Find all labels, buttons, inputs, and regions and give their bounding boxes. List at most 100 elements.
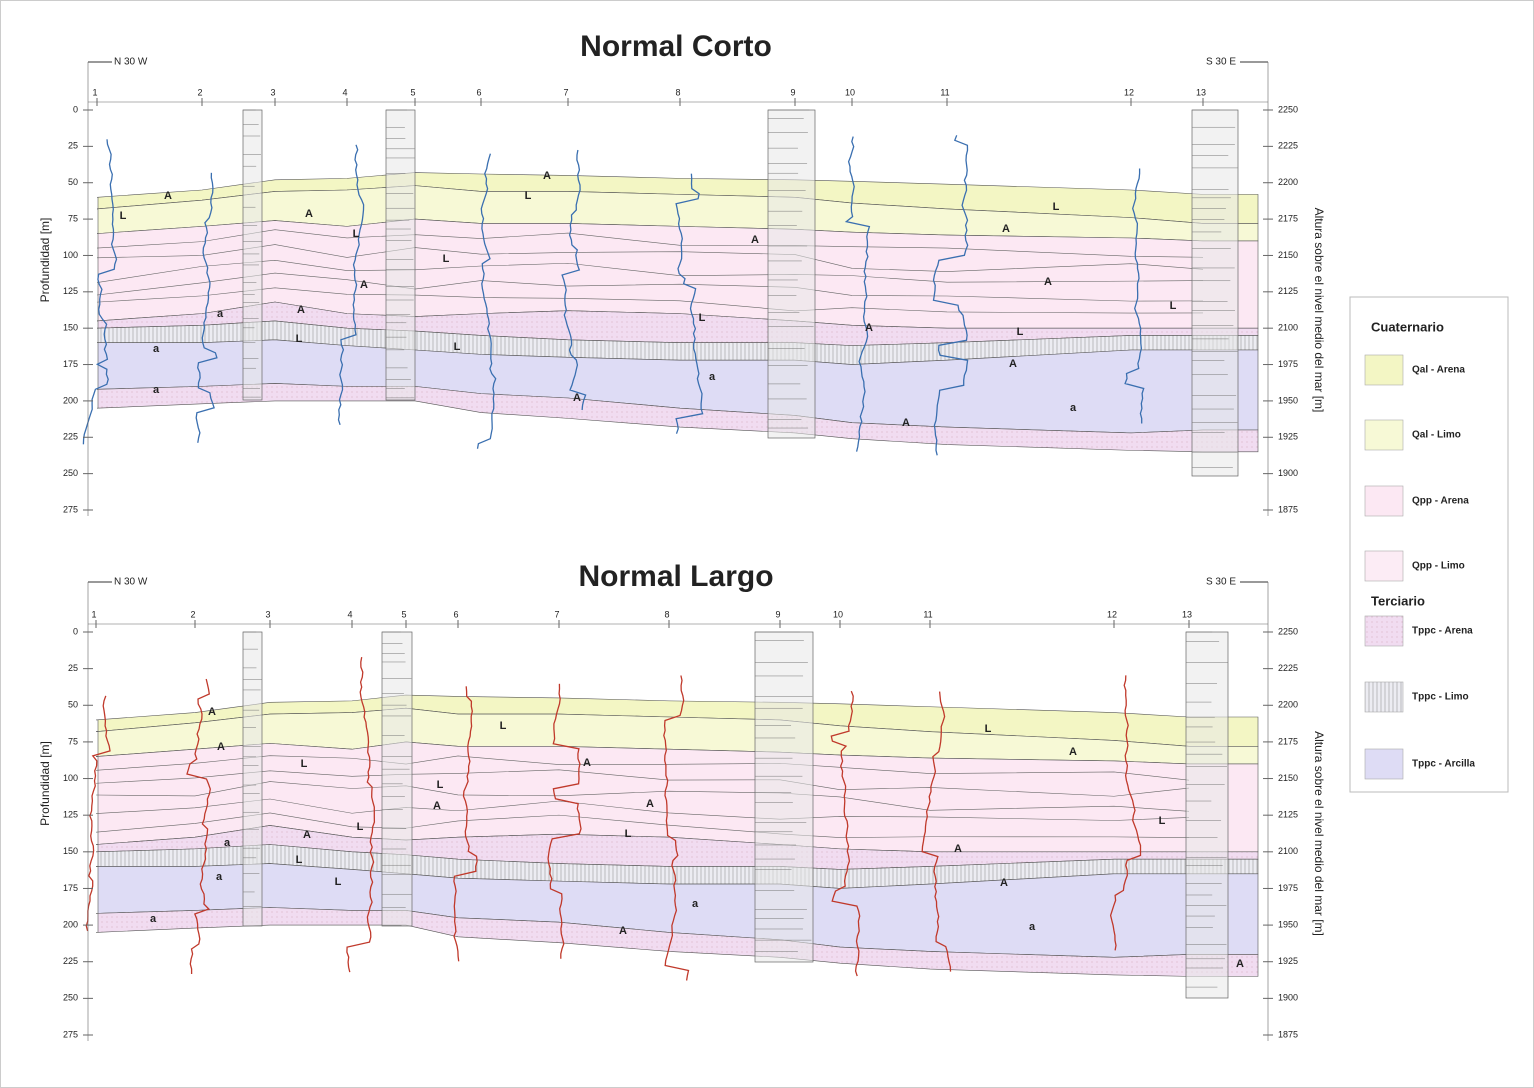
lithology-column [767,109,816,439]
depth-tick-label: 100 [63,250,78,260]
well-label: 3 [265,609,270,619]
elevation-tick-label: 2175 [1278,213,1298,223]
depth-tick-label: 75 [68,736,78,746]
well-label: 5 [410,87,415,97]
layer-label: A [573,392,581,404]
legend-label: Tppc - Limo [1412,692,1469,703]
layer-label: a [150,913,157,925]
elevation-tick-label: 1950 [1278,395,1298,405]
layer-label: A [751,234,759,246]
elevation-tick-label: 2200 [1278,177,1298,187]
depth-tick-label: 250 [63,468,78,478]
layer-label: L [335,876,342,888]
depth-tick-label: 225 [63,956,78,966]
layer-label: a [216,871,223,883]
depth-tick-label: 25 [68,141,78,151]
depth-tick-label: 175 [63,359,78,369]
layer-label: a [709,371,716,383]
layer-label: L [120,210,127,222]
resistivity-log [337,144,365,425]
layer-label: L [1017,326,1024,338]
elevation-tick-label: 1875 [1278,504,1298,514]
well-label: 9 [790,87,795,97]
well-label: 6 [453,609,458,619]
legend: Cuaternario Qal - Arena Qal - Limo Qpp - Ar… [1349,296,1509,793]
layer-line [96,244,1204,272]
elevation-tick-label: 2225 [1278,663,1298,673]
well-label: 6 [476,87,481,97]
layer-label: a [153,343,160,355]
layer-label: a [1070,402,1077,414]
elevation-tick-label: 1975 [1278,883,1298,893]
depth-tick-label: 0 [73,104,78,114]
well-label: 7 [554,609,559,619]
well-label: 4 [342,87,347,97]
resistivity-log [195,172,218,443]
well-label: 13 [1196,87,1206,97]
y-axis-label: Profundidad [m] [38,218,52,303]
layer-label: L [500,720,507,732]
lithology-column [385,109,416,401]
layer-label: L [625,828,632,840]
elevation-tick-label: 2200 [1278,700,1298,710]
y2-axis-label: Altura sobre el nivel medio del mar [m] [1312,208,1326,413]
layer-line [95,798,1190,821]
lithology-column [381,631,413,927]
resistivity-log [921,691,952,972]
depth-tick-label: 150 [63,323,78,333]
well-label: 12 [1107,609,1117,619]
layer-line [95,812,1190,838]
panel-title: Normal Largo [578,560,773,593]
layer-label: A [1044,276,1052,288]
elevation-tick-label: 2225 [1278,141,1298,151]
legend-swatch [1364,419,1404,451]
depth-tick-label: 200 [63,395,78,405]
layer-label: A [543,170,551,182]
depth-tick-label: 150 [63,846,78,856]
elevation-tick-label: 1875 [1278,1029,1298,1039]
lithology-column [1185,631,1229,999]
layer-label: L [353,228,360,240]
resistivity-log [561,149,587,411]
depth-tick-label: 50 [68,700,78,710]
depth-tick-label: 275 [63,504,78,514]
layer-label: A [1000,877,1008,889]
layer-label: a [1029,921,1036,933]
elevation-tick-label: 1900 [1278,468,1298,478]
direction-label: S 30 E [1206,577,1236,588]
layer-line [95,755,1190,781]
depth-tick-label: 275 [63,1029,78,1039]
panel-title: Normal Corto [580,30,772,63]
depth-tick-label: 125 [63,286,78,296]
layer-label: A [1002,223,1010,235]
well-label: 8 [675,87,680,97]
layer-label: A [360,279,368,291]
layer-label: A [164,190,172,202]
resistivity-log [476,153,497,449]
elevation-tick-label: 1950 [1278,919,1298,929]
lithology-column [242,109,263,401]
legend-label: Qal - Arena [1412,365,1465,376]
legend-swatch [1364,681,1404,713]
layer-label: a [153,384,160,396]
resistivity-log [82,139,118,445]
layer-label: L [525,190,532,202]
lithology-column [242,631,263,927]
resistivity-log [346,656,376,973]
layer-label: A [303,829,311,841]
resistivity-log [830,690,861,977]
layer-line [95,781,1190,812]
layer-label: A [208,706,216,718]
elevation-tick-label: 2125 [1278,286,1298,296]
resistivity-log [1109,675,1142,951]
y-axis-label: Profundidad [m] [38,741,52,826]
layer-label: L [357,821,364,833]
legend-group-title: Terciario [1371,593,1425,608]
layer-label: L [296,333,303,345]
direction-label: N 30 W [114,577,148,588]
depth-tick-label: 50 [68,177,78,187]
legend-swatch [1364,485,1404,517]
direction-label: S 30 E [1206,57,1236,68]
